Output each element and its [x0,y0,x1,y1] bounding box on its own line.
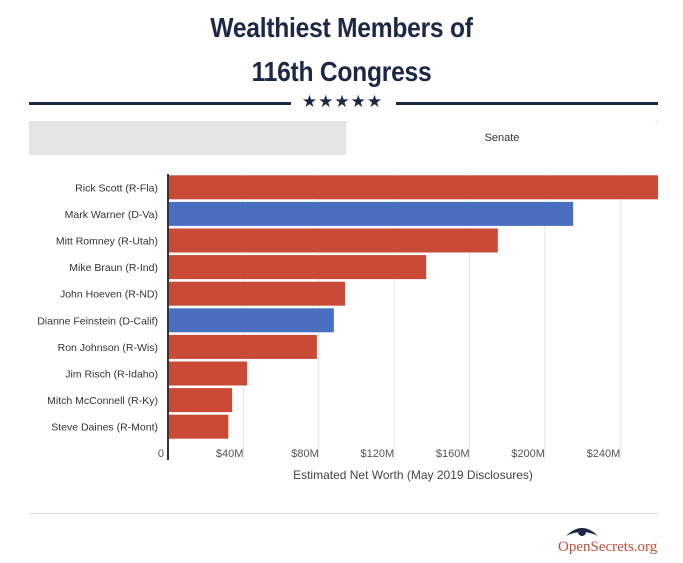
y-category-label: Rick Scott (R-Fla) [75,182,158,194]
bar [168,308,334,333]
footer-divider [29,513,658,514]
bar [168,228,498,253]
y-category-label: Mark Warner (D-Va) [65,209,158,221]
bar [168,334,317,359]
bar [168,281,346,306]
y-category-label: John Hoeven (R-ND) [60,289,158,301]
bar [168,255,427,280]
tab-senate[interactable]: Senate [346,121,658,155]
x-tick-label: $160M [436,448,470,460]
divider-right [396,102,658,105]
chamber-tabs: Senate [29,121,658,155]
chart-title-line2: 116th Congress [251,56,432,87]
eye-icon [566,528,598,536]
y-category-label: Mitt Romney (R-Utah) [56,236,158,248]
y-category-label: Ron Johnson (R-Wis) [58,342,158,354]
bar [168,175,658,200]
bar-chart: 0 $40M $80M $120M $160M $200M $240M Rick Scott … [37,174,658,482]
stars-icon: ★★★★★ [301,92,384,111]
x-axis-title: Estimated Net Worth (May 2019 Disclosure… [293,468,533,482]
bar [168,414,229,439]
bar [168,361,248,386]
x-tick-label: $120M [361,448,395,460]
bar [168,388,233,413]
opensecrets-logo[interactable]: OpenSecrets.org [558,522,668,558]
logo-text: OpenSecrets.org [558,539,658,555]
x-tick-label: $80M [291,448,319,460]
chart-title-line1: Wealthiest Members of [210,12,473,43]
y-category-label: Mitch McConnell (R-Ky) [47,395,158,407]
y-category-label: Mike Braun (R-Ind) [69,262,158,274]
x-tick-label: $200M [511,448,545,460]
divider-left [29,102,291,105]
bar [168,201,574,226]
x-tick-label: $40M [216,448,244,460]
y-category-label: Jim Risch (R-Idaho) [65,369,158,381]
y-category-label: Steve Daines (R-Mont) [51,422,158,434]
y-category-label: Dianne Feinstein (D-Calif) [37,315,158,327]
x-tick-label: $240M [587,448,621,460]
x-tick-label: 0 [158,448,164,460]
